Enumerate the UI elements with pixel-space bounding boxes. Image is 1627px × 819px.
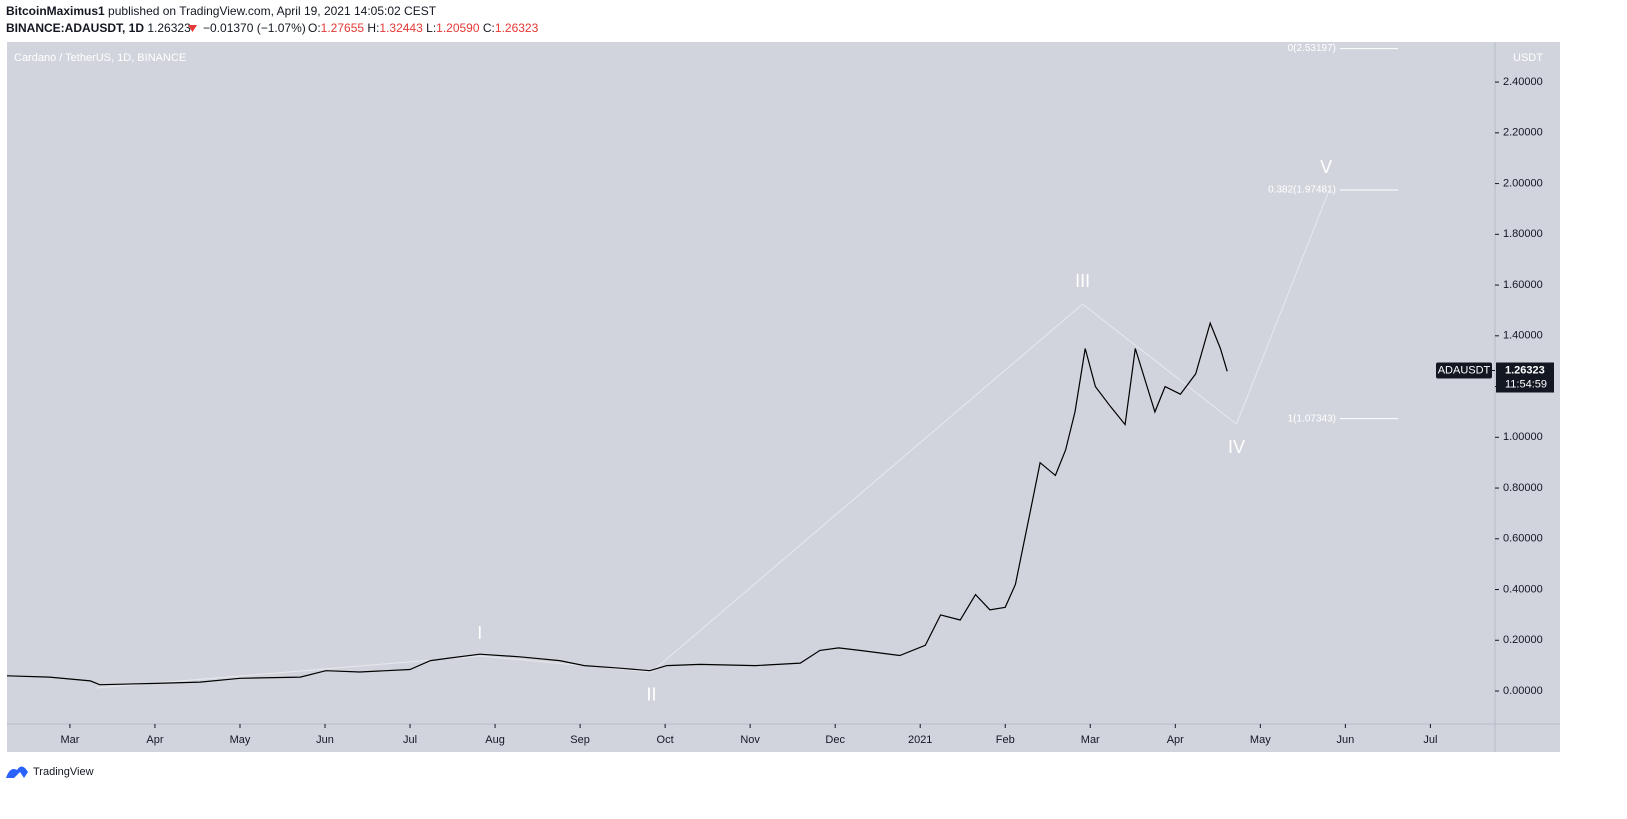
ohlc-label: C: xyxy=(483,21,495,35)
ohlc-value: 1.32443 xyxy=(379,21,423,35)
y-tick-label: 1.60000 xyxy=(1503,279,1543,291)
x-tick-label: Apr xyxy=(146,734,163,746)
x-tick-label: Dec xyxy=(825,734,845,746)
ohlc-label: H: xyxy=(367,21,379,35)
x-tick-label: May xyxy=(1250,734,1271,746)
wave-label: V xyxy=(1320,157,1332,177)
wave-label: I xyxy=(477,623,482,643)
price-line xyxy=(6,321,1228,686)
fib-label: 0.382(1.97481) xyxy=(1268,185,1336,196)
wave-label: II xyxy=(647,685,657,705)
countdown: 11:54:59 xyxy=(1505,378,1547,390)
y-tick-label: 0.40000 xyxy=(1503,583,1543,595)
fib-label: 0(2.53197) xyxy=(1288,43,1336,54)
y-tick-label: 0.60000 xyxy=(1503,533,1543,545)
ohlc: O:1.27655 H:1.32443 L:1.20590 C:1.26323 xyxy=(308,21,539,35)
x-tick-label: Oct xyxy=(657,734,674,746)
x-tick-label: Jun xyxy=(316,734,334,746)
chart-title: Cardano / TetherUS, 1D, BINANCE xyxy=(14,52,186,64)
symbol: BINANCE:ADAUSDT, 1D xyxy=(6,21,144,35)
y-tick-label: 0.80000 xyxy=(1503,482,1543,494)
ohlc-value: 1.26323 xyxy=(495,21,539,35)
symbol-tag-label: ADAUSDT xyxy=(1438,364,1491,376)
header-line: BitcoinMaximus1 published on TradingView… xyxy=(6,4,437,18)
published: published on TradingView.com, April 19, … xyxy=(108,4,437,18)
price-tag-label: 1.26323 xyxy=(1505,364,1545,376)
y-tick-label: 2.00000 xyxy=(1503,177,1543,189)
ohlc-value: 1.20590 xyxy=(436,21,480,35)
x-tick-label: Mar xyxy=(1081,734,1100,746)
down-arrow xyxy=(188,25,197,32)
symbol-tag xyxy=(1436,362,1492,379)
price-tag xyxy=(1496,362,1554,393)
y-tick-label: 2.40000 xyxy=(1503,76,1543,88)
fib-label: 1(1.07343) xyxy=(1288,413,1336,424)
x-tick-label: Jul xyxy=(1423,734,1437,746)
y-tick-label: 0.00000 xyxy=(1503,685,1543,697)
x-tick-label: Feb xyxy=(996,734,1015,746)
x-tick-label: Nov xyxy=(740,734,760,746)
wave-label: III xyxy=(1075,271,1090,291)
y-tick-label: 0.20000 xyxy=(1503,634,1543,646)
chart-panel xyxy=(7,42,1560,752)
x-tick-label: Aug xyxy=(485,734,505,746)
brand: TradingView xyxy=(33,766,94,778)
ohlc-value: 1.27655 xyxy=(321,21,365,35)
x-tick-label: Jun xyxy=(1336,734,1354,746)
wave-label: IV xyxy=(1228,437,1245,457)
x-tick-label: Apr xyxy=(1167,734,1184,746)
ohlc-label: L: xyxy=(426,21,436,35)
y-tick-label: 1.80000 xyxy=(1503,228,1543,240)
y-tick-label: 2.20000 xyxy=(1503,127,1543,139)
last: 1.26323 xyxy=(147,21,191,35)
symbol-line: BINANCE:ADAUSDT, 1D 1.26323 xyxy=(6,21,191,35)
logo: TradingView xyxy=(6,766,94,778)
y-tick-label: 1.40000 xyxy=(1503,330,1543,342)
author: BitcoinMaximus1 xyxy=(6,4,105,18)
x-tick-label: Jul xyxy=(403,734,417,746)
x-tick-label: 2021 xyxy=(908,734,932,746)
ohlc-label: O: xyxy=(308,21,321,35)
x-tick-label: Mar xyxy=(60,734,79,746)
x-tick-label: May xyxy=(230,734,251,746)
logo-icon xyxy=(6,766,28,778)
y-unit: USDT xyxy=(1513,52,1543,64)
y-tick-label: 1.00000 xyxy=(1503,431,1543,443)
change: −0.01370 (−1.07%) xyxy=(203,21,306,35)
x-tick-label: Sep xyxy=(570,734,590,746)
wave-line xyxy=(96,190,1330,689)
